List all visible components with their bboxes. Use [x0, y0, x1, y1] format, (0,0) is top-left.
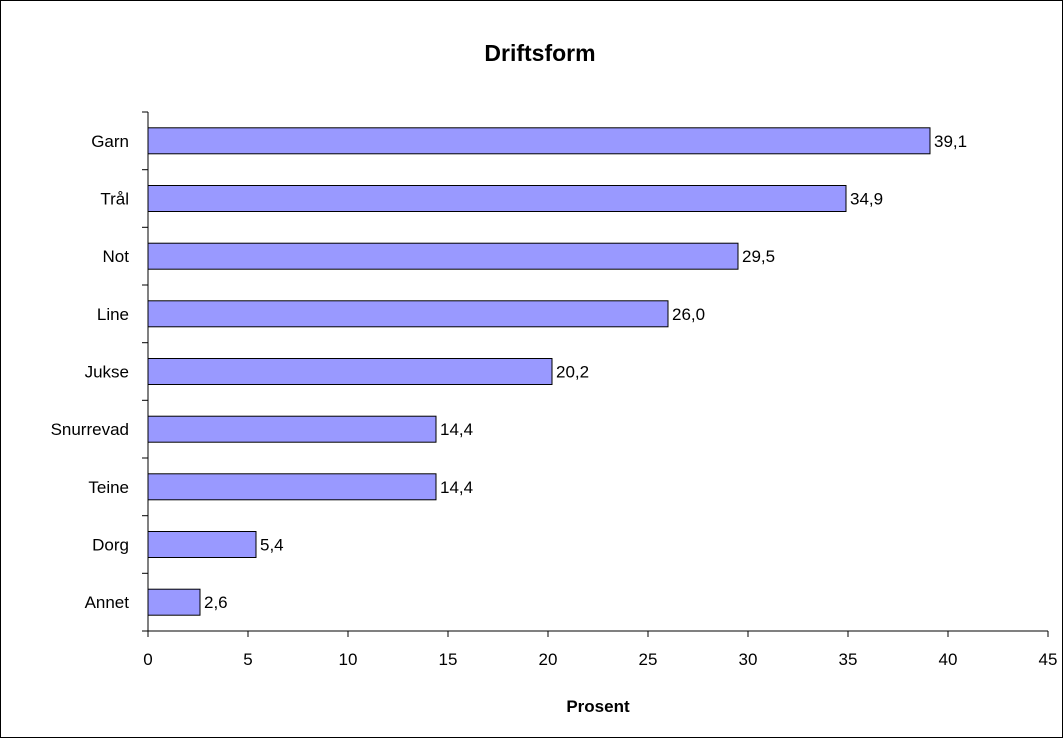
value-label: 14,4 [440, 478, 473, 497]
value-label: 2,6 [204, 593, 228, 612]
category-label: Annet [85, 593, 130, 612]
value-label: 39,1 [934, 132, 967, 151]
x-tick-label: 15 [439, 650, 458, 669]
x-tick-label: 10 [339, 650, 358, 669]
x-tick-label: 45 [1039, 650, 1058, 669]
plot-area: Garn 39,1 Trål 34,9 Not 29,5 Line 26,0 Jukse 20,2… [51, 111, 1058, 669]
value-label: 5,4 [260, 536, 284, 555]
category-label: Not [103, 247, 130, 266]
bar-6 [147, 473, 437, 501]
bar-7 [147, 531, 257, 558]
bar-5 [147, 415, 437, 443]
bar-8 [147, 588, 201, 616]
bar-3 [147, 300, 669, 328]
x-tick-label: 5 [243, 650, 252, 669]
category-label: Jukse [85, 363, 129, 382]
category-label: Teine [88, 478, 129, 497]
category-label: Garn [91, 132, 129, 151]
x-tick-label: 0 [143, 650, 152, 669]
category-label: Dorg [92, 536, 129, 555]
bar-1 [147, 185, 847, 212]
x-axis-label: Prosent [566, 697, 630, 716]
value-label: 26,0 [672, 305, 705, 324]
bar-2 [147, 242, 739, 270]
value-label: 20,2 [556, 363, 589, 382]
category-label: Trål [100, 190, 129, 209]
x-tick-label: 20 [539, 650, 558, 669]
x-tick-label: 25 [639, 650, 658, 669]
x-tick-label: 40 [939, 650, 958, 669]
bar-4 [147, 358, 553, 385]
category-label: Snurrevad [51, 420, 129, 439]
x-tick-label: 30 [739, 650, 758, 669]
value-label: 29,5 [742, 247, 775, 266]
x-tick-label: 35 [839, 650, 858, 669]
chart-title: Driftsform [484, 40, 595, 66]
bar-0 [147, 127, 931, 155]
category-label: Line [97, 305, 129, 324]
value-label: 14,4 [440, 420, 473, 439]
value-label: 34,9 [850, 190, 883, 209]
